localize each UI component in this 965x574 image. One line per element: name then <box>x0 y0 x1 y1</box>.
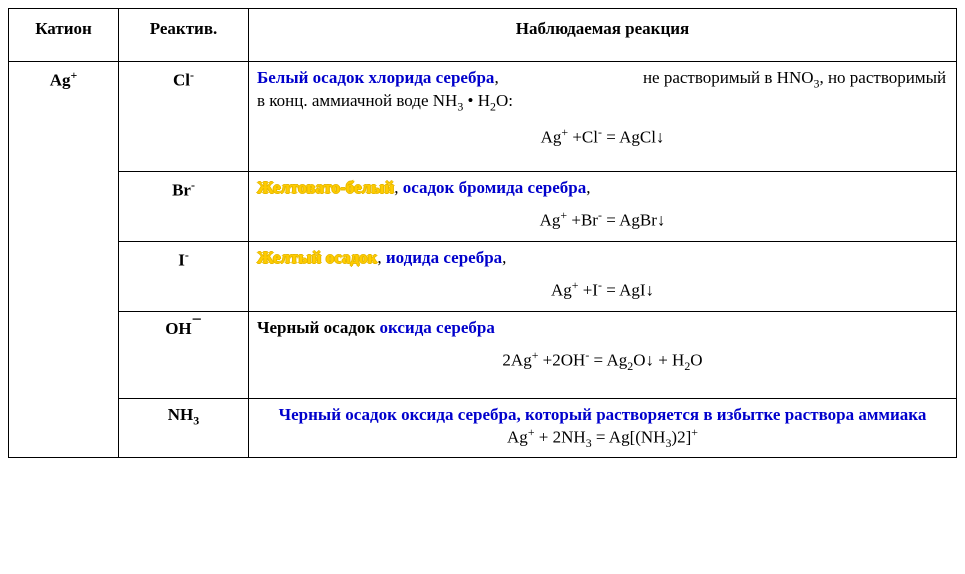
reaction-equation: Ag+ +I- = AgI↓ <box>257 278 948 301</box>
reaction-tail: , иодида серебра, <box>377 248 506 267</box>
reaction-tail: , осадок бромида серебра, <box>394 178 590 197</box>
reaction-equation: Ag+ +Br- = AgBr↓ <box>257 208 948 231</box>
reaction-table: Катион Реактив. Наблюдаемая реакция Ag+C… <box>8 8 957 458</box>
header-cation: Катион <box>9 9 119 62</box>
reagent-cell: I- <box>119 242 249 312</box>
reaction-tail: оксида серебра <box>375 318 495 337</box>
table-row: Ag+Cl-Белый осадок хлорида серебра, не р… <box>9 62 957 172</box>
reaction-highlight: Черный осадок <box>257 318 375 337</box>
table-header-row: Катион Реактив. Наблюдаемая реакция <box>9 9 957 62</box>
reaction-cell: Желтовато-белый, осадок бромида серебра,… <box>249 172 957 242</box>
reaction-equation: Ag+ +Cl- = AgCl↓ <box>257 125 948 148</box>
table-row: OH− Черный осадок оксида серебра 2Ag+ +2OH… <box>9 311 957 398</box>
table-row: NH3Черный осадок оксида серебра, который… <box>9 398 957 457</box>
reagent-cell: NH3 <box>119 398 249 457</box>
reaction-cell: Белый осадок хлорида серебра, не раствор… <box>249 62 957 172</box>
reagent-cell: OH− <box>119 311 249 398</box>
table-row: I- Желтый осадок, иодида серебра, Ag+ +I- … <box>9 242 957 312</box>
cation-cell: Ag+ <box>9 62 119 458</box>
reaction-highlight: Желтовато-белый <box>257 178 394 197</box>
reagent-cell: Br- <box>119 172 249 242</box>
reaction-cell: Желтый осадок, иодида серебра, Ag+ +I- = … <box>249 242 957 312</box>
reagent-cell: Cl- <box>119 62 249 172</box>
reaction-highlight: Желтый осадок <box>257 248 377 267</box>
reaction-equation: 2Ag+ +2OH- = Ag2O↓ + H2O <box>257 348 948 374</box>
reaction-highlight: Белый осадок хлорида серебра <box>257 68 494 87</box>
reaction-cell: Черный осадок оксида серебра 2Ag+ +2OH- =… <box>249 311 957 398</box>
header-reagent: Реактив. <box>119 9 249 62</box>
header-reaction: Наблюдаемая реакция <box>249 9 957 62</box>
table-row: Br-Желтовато-белый, осадок бромида сереб… <box>9 172 957 242</box>
reaction-cell: Черный осадок оксида серебра, который ра… <box>249 398 957 457</box>
